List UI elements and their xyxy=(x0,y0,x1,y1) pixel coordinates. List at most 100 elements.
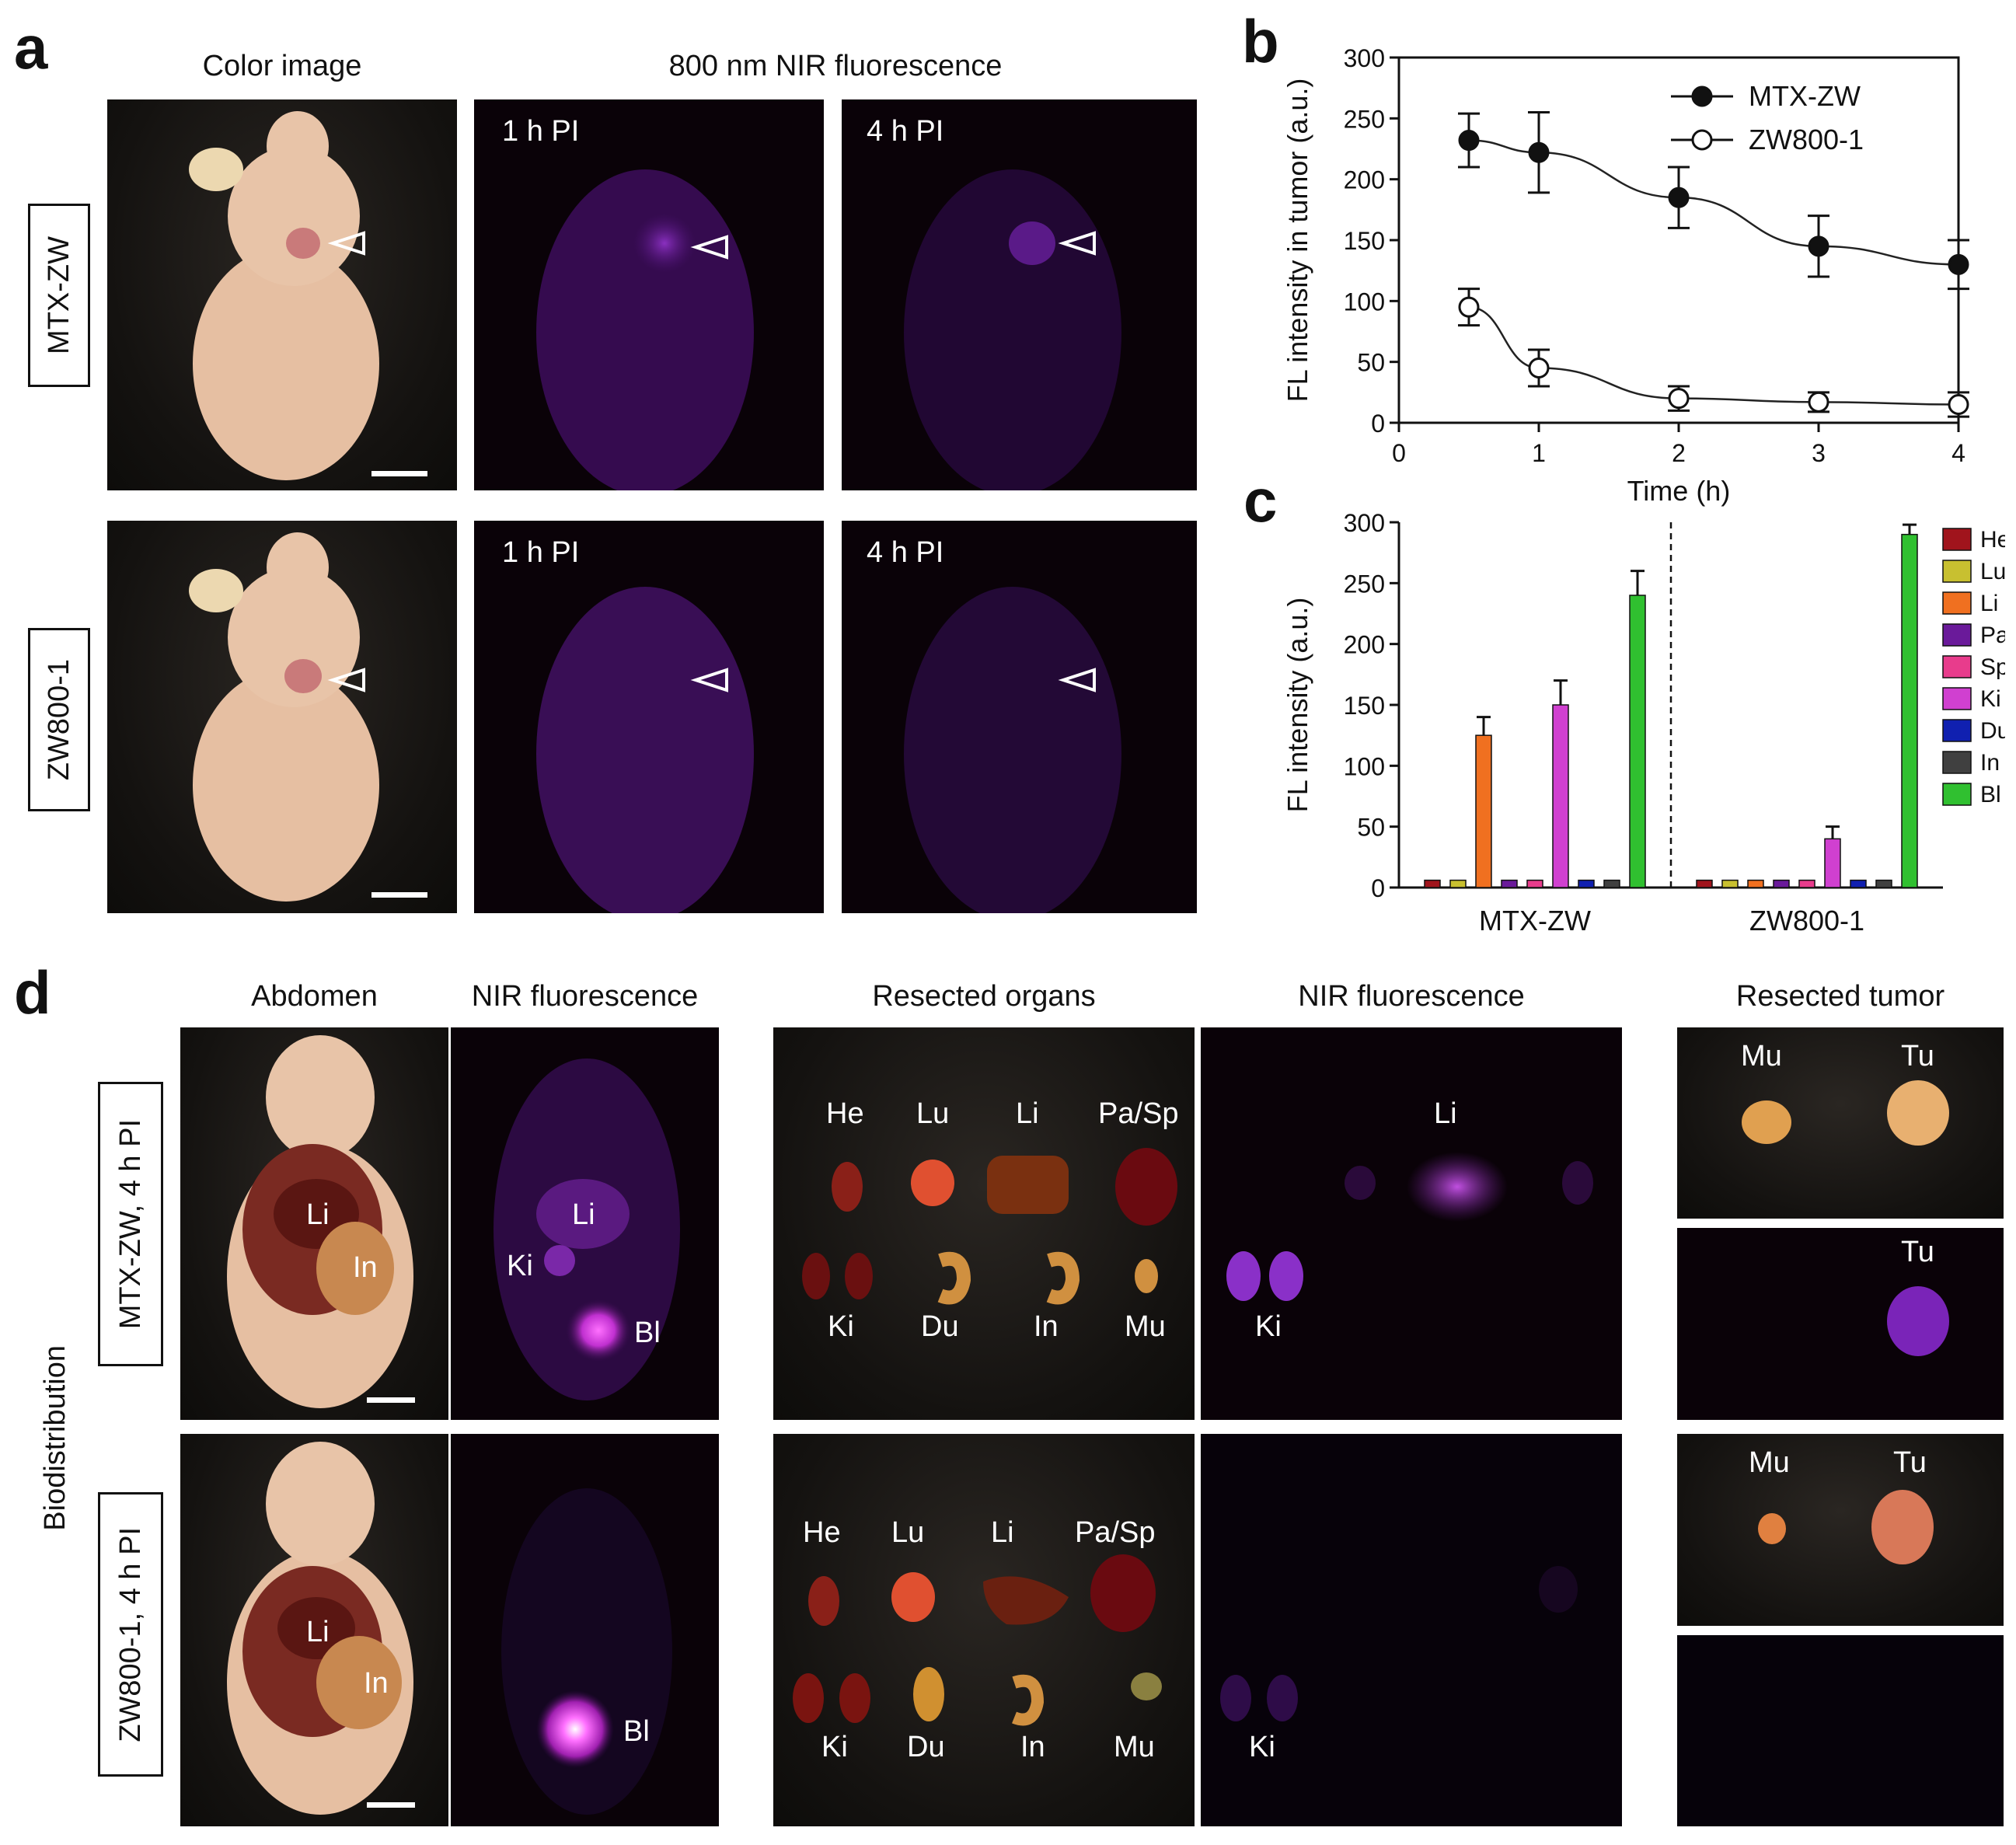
side-label-biodistribution: Biodistribution xyxy=(36,1321,75,1554)
organ-label-lu: Lu xyxy=(891,1516,925,1549)
chart-c-organ-intensity: 0 50 100 150 200 250 300 FL intensity (a.u.) MTX… xyxy=(1282,509,2005,936)
legend-label: He xyxy=(1980,527,2005,553)
time-label: 4 h PI xyxy=(867,536,944,569)
bar-in xyxy=(1875,879,1892,888)
legend-swatch xyxy=(1942,687,1972,710)
organ-label-ki: Ki xyxy=(821,1731,848,1763)
y-tick-label: 250 xyxy=(1344,105,1385,133)
organ-label-in: In xyxy=(1034,1310,1059,1343)
data-point-mtx-zw xyxy=(1528,141,1550,163)
data-point-zw800-1 xyxy=(1808,391,1829,413)
bar-pa xyxy=(1773,879,1790,888)
scale-bar xyxy=(371,892,427,898)
organ-label-ki: Ki xyxy=(507,1250,533,1282)
legend-swatch xyxy=(1942,528,1972,551)
row-label-text: ZW800-1 xyxy=(42,658,75,781)
nir-image-mtx-zw-1h: 1 h PI xyxy=(474,99,824,490)
organ-label-mu: Mu xyxy=(1741,1040,1782,1072)
y-tick-label: 300 xyxy=(1344,44,1385,72)
organs-illustration xyxy=(793,1554,1162,1726)
bar-sp xyxy=(1798,879,1815,888)
tumor-illustration xyxy=(1758,1490,1934,1564)
nir-glow xyxy=(1226,1152,1593,1301)
legend-swatch xyxy=(1942,591,1972,615)
bar-lu xyxy=(1449,879,1467,888)
organ-label-mu: Mu xyxy=(1114,1731,1155,1763)
bar-li xyxy=(1747,879,1764,888)
nir-glow xyxy=(904,169,1121,490)
legend-label: Pa xyxy=(1980,623,2005,648)
y-tick-label: 200 xyxy=(1344,631,1385,659)
mouse-illustration xyxy=(189,532,379,902)
data-point-mtx-zw xyxy=(1808,235,1829,257)
header-resected-organs: Resected organs xyxy=(872,980,1096,1013)
abdomen-illustration xyxy=(227,1035,413,1408)
legend-label: MTX-ZW xyxy=(1749,80,1861,112)
nir-glow xyxy=(904,587,1121,913)
organs-illustration xyxy=(802,1148,1177,1305)
x-axis-label: Time (h) xyxy=(1627,475,1731,507)
nir-organs-mtx-zw: Li Ki xyxy=(1201,1027,1622,1420)
plot-frame xyxy=(1397,56,1960,424)
organ-label-in: In xyxy=(364,1667,389,1700)
legend-label: ZW800-1 xyxy=(1749,124,1864,155)
data-point-mtx-zw xyxy=(1668,187,1690,208)
y-tick-label: 50 xyxy=(1357,814,1385,842)
legend-marker xyxy=(1691,129,1713,151)
organ-label-he: He xyxy=(826,1097,864,1130)
organ-label-tu: Tu xyxy=(1901,1040,1934,1072)
y-tick-label: 200 xyxy=(1344,166,1385,194)
side-label-text: Biodistribution xyxy=(38,1345,72,1531)
bar-ki xyxy=(1824,838,1841,888)
nir-organs-zw800: Ki xyxy=(1201,1434,1622,1826)
resected-organs-zw800: He Lu Li Pa/Sp Ki Du In Mu xyxy=(773,1434,1195,1826)
y-tick-label: 250 xyxy=(1344,570,1385,598)
data-point-mtx-zw xyxy=(1948,253,1969,275)
panel-label-b: b xyxy=(1242,7,1279,75)
time-label: 1 h PI xyxy=(502,536,580,569)
data-point-mtx-zw xyxy=(1458,130,1480,152)
y-axis-label: FL intensity in tumor (a.u.) xyxy=(1282,78,1313,403)
bar-bl xyxy=(1901,533,1918,888)
legend-marker xyxy=(1691,85,1713,107)
nir-image-mtx-zw-4h: 4 h PI xyxy=(842,99,1197,490)
legend-label: Ki xyxy=(1980,686,2001,712)
row-label-zw800-4h: ZW800-1, 4 h PI xyxy=(98,1492,163,1777)
legend-swatch xyxy=(1942,751,1972,774)
organ-label-tu: Tu xyxy=(1901,1236,1934,1268)
organ-label-li: Li xyxy=(1434,1097,1457,1130)
organ-label-bl: Bl xyxy=(623,1715,650,1748)
bar-he xyxy=(1696,879,1713,888)
panel-label-d: d xyxy=(14,958,51,1027)
legend-swatch xyxy=(1942,560,1972,583)
y-tick-label: 150 xyxy=(1344,227,1385,255)
scale-bar xyxy=(367,1802,415,1808)
abdomen-image-mtx-zw: Li In xyxy=(180,1027,448,1420)
legend-label: In xyxy=(1980,750,2000,776)
legend-swatch xyxy=(1942,623,1972,647)
organ-label-in: In xyxy=(1020,1731,1045,1763)
y-tick-label: 0 xyxy=(1371,410,1385,438)
header-nir-1: NIR fluorescence xyxy=(471,980,699,1013)
nir-abdomen-zw800: Bl xyxy=(451,1434,719,1826)
bar-pa xyxy=(1501,879,1518,888)
y-tick-label: 150 xyxy=(1344,692,1385,720)
legend-label: Bl xyxy=(1980,782,2001,807)
organ-label-li: Li xyxy=(306,1198,330,1231)
x-tick-label: 2 xyxy=(1672,439,1686,467)
legend-swatch xyxy=(1942,655,1972,678)
header-abdomen: Abdomen xyxy=(251,980,378,1013)
bar-du xyxy=(1578,879,1595,888)
legend-label: Lu xyxy=(1980,559,2005,584)
nir-glow xyxy=(494,1059,680,1400)
resected-organs-mtx-zw: He Lu Li Pa/Sp Ki Du In Mu xyxy=(773,1027,1195,1420)
organ-label-ki: Ki xyxy=(1255,1310,1282,1343)
x-tick-label: 0 xyxy=(1392,439,1406,467)
header-resected-tumor: Resected tumor xyxy=(1735,980,1945,1013)
bar-li xyxy=(1475,734,1492,888)
organ-label-li: Li xyxy=(991,1516,1014,1549)
time-label: 1 h PI xyxy=(502,115,580,148)
nir-glow xyxy=(536,169,754,490)
organ-label-tu: Tu xyxy=(1893,1446,1927,1479)
data-point-zw800-1 xyxy=(1528,357,1550,378)
